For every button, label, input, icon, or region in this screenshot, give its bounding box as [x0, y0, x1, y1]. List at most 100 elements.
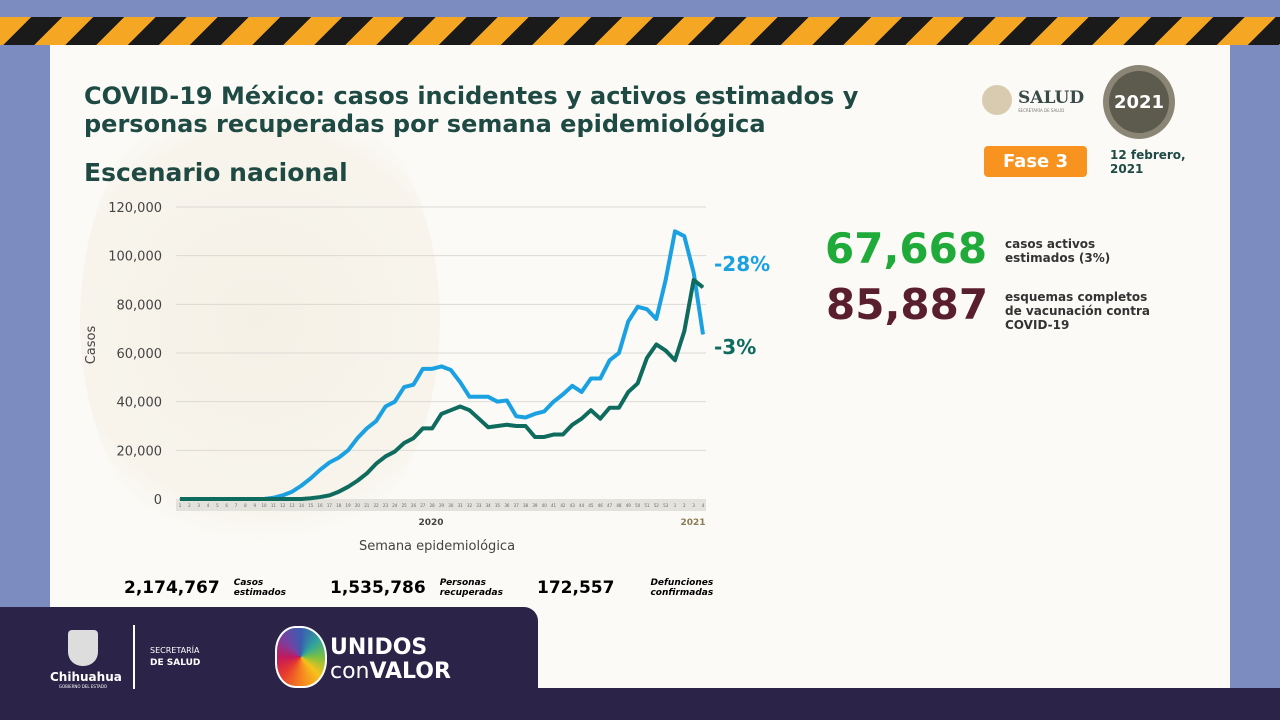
data-point	[553, 434, 555, 436]
stat-label: Casos estimados	[233, 578, 287, 598]
data-point	[291, 498, 293, 500]
data-point	[394, 401, 396, 403]
x-tick-label: 30	[448, 503, 454, 508]
campaign-valor: VALOR	[369, 659, 451, 684]
x-tick-label: 23	[383, 503, 389, 508]
x-tick-label: 19	[346, 503, 352, 508]
stat-deaths: 172,557 Defunciones confirmadas	[531, 572, 728, 604]
date-label: 12 febrero, 2021	[1110, 148, 1186, 176]
data-point	[263, 498, 265, 500]
data-point	[441, 365, 442, 367]
x-tick-label: 39	[532, 503, 538, 508]
data-point	[665, 279, 667, 281]
data-point	[693, 279, 695, 281]
x-tick-label: 51	[644, 503, 650, 508]
data-point	[674, 230, 676, 232]
data-point	[179, 498, 181, 500]
chihuahua-map-icon	[275, 626, 327, 688]
data-point	[599, 418, 601, 420]
x-tick-label: 43	[570, 503, 576, 508]
data-point	[702, 286, 704, 288]
data-point	[272, 498, 274, 500]
stat-value: 172,557	[537, 578, 615, 598]
data-point	[562, 393, 564, 395]
x-tick-label: 2	[683, 503, 686, 508]
data-point	[637, 306, 639, 308]
data-point	[300, 485, 302, 487]
data-point	[525, 425, 527, 427]
data-point	[534, 436, 536, 438]
x-tick-label: 26	[411, 503, 417, 508]
data-point	[469, 396, 471, 398]
active-cases-value: 67,668	[825, 224, 988, 273]
data-point	[188, 498, 190, 500]
y-tick-label: 60,000	[117, 347, 163, 362]
x-tick-label: 12	[280, 503, 286, 508]
x-tick-label: 33	[476, 503, 482, 508]
data-point	[328, 494, 330, 496]
data-point	[422, 368, 424, 370]
x-tick-label: 37	[514, 503, 520, 508]
data-point	[366, 427, 368, 429]
footer-divider	[133, 625, 135, 689]
data-point	[646, 357, 648, 359]
vaccination-label: esquemas completos de vacunación contra …	[1005, 290, 1150, 332]
x-tick-label: 44	[579, 503, 585, 508]
data-point	[431, 427, 433, 429]
data-point	[683, 235, 685, 237]
x-tick-label: 36	[504, 503, 510, 508]
data-point	[627, 320, 629, 322]
stat-estimated-cases: 2,174,767 Casos estimados	[118, 572, 314, 604]
data-point	[627, 391, 629, 393]
year-label-2021: 2021	[680, 518, 705, 528]
series-2-change-label: -3%	[714, 335, 756, 359]
vaccination-value: 85,887	[826, 280, 989, 329]
data-point	[637, 382, 639, 384]
x-tick-label: 3	[197, 503, 200, 508]
x-tick-label: 3	[692, 503, 695, 508]
stat-label: Defunciones confirmadas	[650, 578, 714, 598]
salud-logo: SALUD SECRETARÍA DE SALUD	[982, 85, 1084, 115]
salud-logo-text: SALUD	[1018, 87, 1085, 108]
data-point	[618, 407, 620, 409]
data-point	[571, 385, 573, 387]
data-point	[300, 498, 302, 500]
year-label-2020: 2020	[418, 518, 443, 528]
series-line-2	[180, 278, 705, 501]
x-tick-label: 17	[327, 503, 333, 508]
data-point	[683, 330, 685, 332]
mexico-2021-logo: 2021	[1103, 65, 1175, 139]
state-sub: GOBIERNO DEL ESTADO	[58, 684, 108, 689]
data-point	[244, 498, 246, 500]
logo-2021-text: 2021	[1113, 91, 1165, 113]
data-point	[384, 406, 386, 408]
data-point	[422, 427, 424, 429]
data-point	[384, 455, 386, 457]
data-point	[515, 425, 517, 427]
data-point	[497, 401, 499, 403]
data-point	[282, 498, 284, 500]
data-point	[702, 333, 704, 335]
x-tick-label: 42	[560, 503, 566, 508]
x-tick-label: 31	[458, 503, 464, 508]
campaign-logo: UNIDOS conVALOR	[330, 636, 451, 684]
active-cases-label: casos activos estimados (3%)	[1005, 237, 1111, 265]
page-subtitle: Escenario nacional	[84, 158, 348, 187]
data-point	[403, 386, 405, 388]
data-point	[506, 399, 508, 401]
data-point	[366, 472, 368, 474]
campaign-line1: UNIDOS	[330, 635, 428, 660]
data-point	[618, 352, 620, 354]
data-point	[534, 413, 536, 415]
data-point	[347, 486, 349, 488]
data-point	[478, 396, 480, 398]
x-axis-band	[176, 499, 706, 511]
x-tick-label: 45	[588, 503, 594, 508]
data-point	[403, 442, 405, 444]
data-point	[412, 384, 414, 386]
x-tick-label: 8	[244, 503, 247, 508]
stat-value: 1,535,786	[330, 578, 426, 598]
data-point	[282, 494, 284, 496]
data-point	[375, 463, 377, 465]
series-1-change-label: -28%	[714, 252, 770, 276]
